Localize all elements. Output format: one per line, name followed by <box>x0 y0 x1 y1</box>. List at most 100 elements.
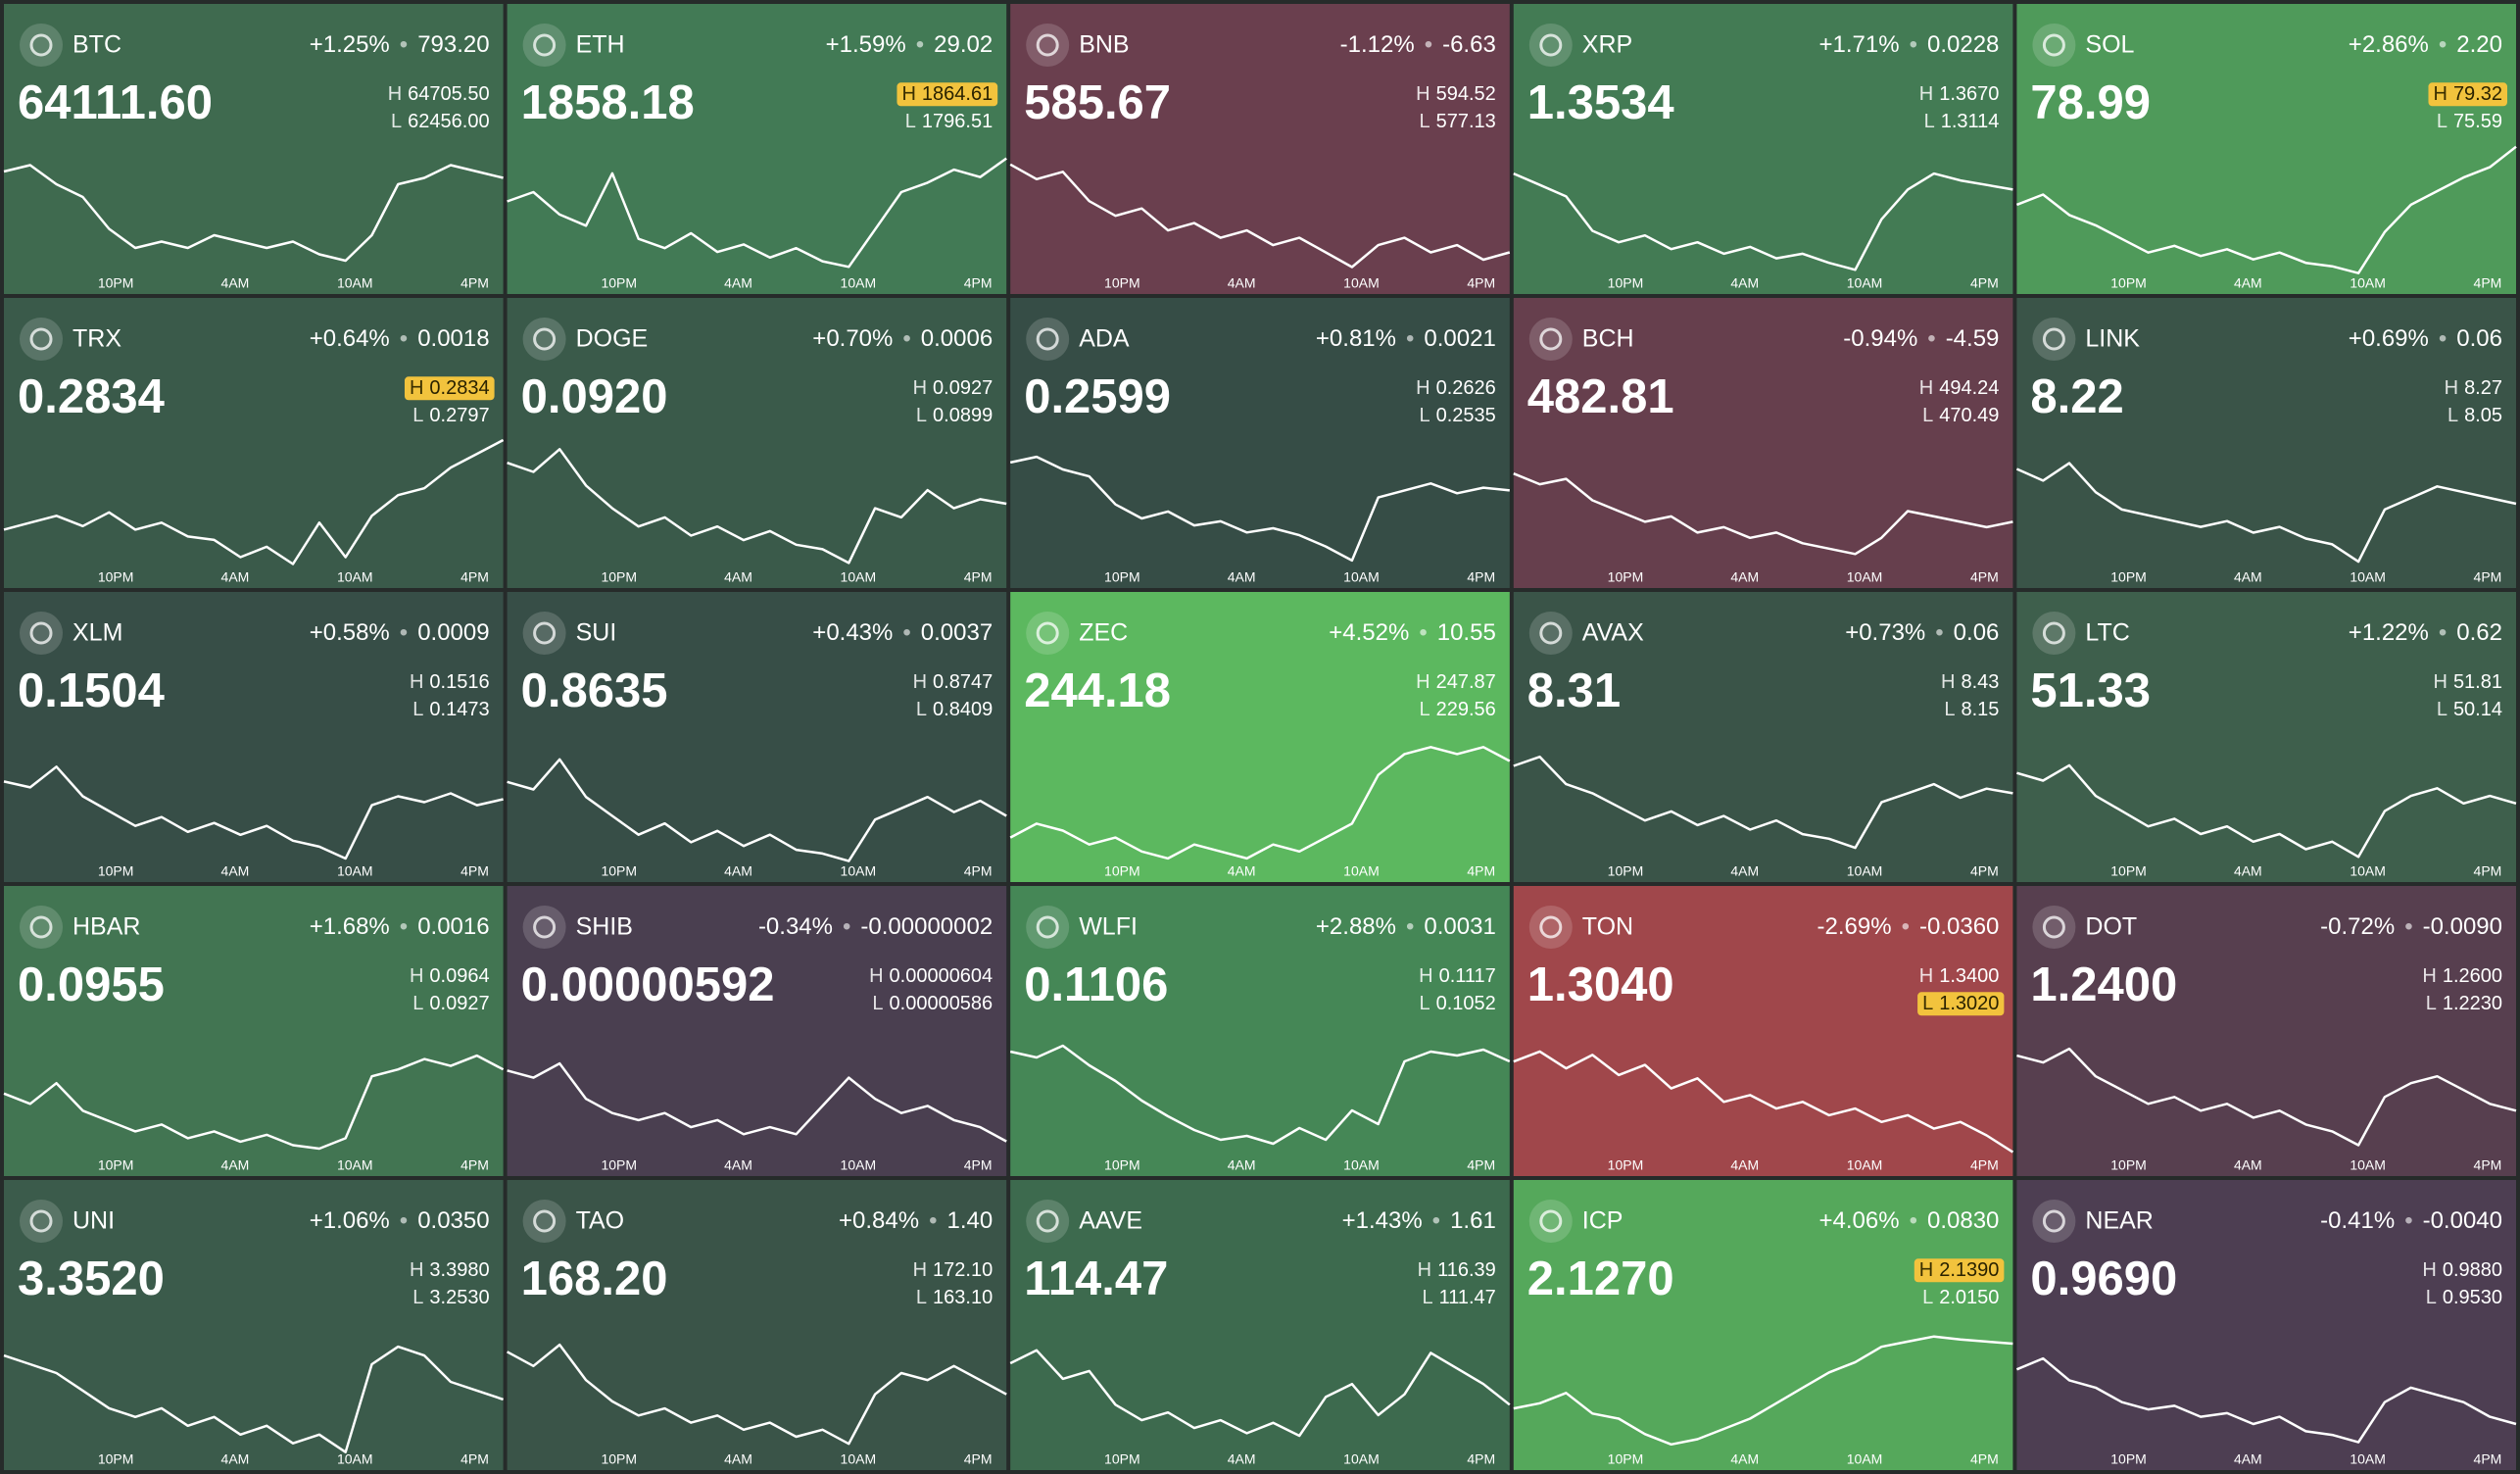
change: -2.69% • -0.0360 <box>1817 913 2000 940</box>
high-label: H <box>913 377 927 399</box>
sparkline <box>3 765 504 860</box>
low-row: L 163.10 <box>916 1287 993 1308</box>
coin-icon <box>522 1200 566 1243</box>
change-absolute: 1.61 <box>1450 1207 1496 1234</box>
ticker-tile[interactable]: BTC +1.25% • 793.20 64111.60 H 64705.50 L 62456.… <box>3 4 504 294</box>
ticker-tile[interactable]: BNB -1.12% • -6.63 585.67 H 594.52 L 577.13 10PM 4… <box>1009 4 1511 294</box>
time-label: 4PM <box>964 275 993 291</box>
ticker-tile[interactable]: BCH -0.94% • -4.59 482.81 H 494.24 L 470.49 10PM 4… <box>1513 298 2013 588</box>
ticker-tile[interactable]: ZEC +4.52% • 10.55 244.18 H 247.87 L 229.56 10PM 4… <box>1009 592 1511 882</box>
change-absolute: 10.55 <box>1437 619 1496 646</box>
time-label: 4AM <box>1228 1451 1256 1467</box>
price: 8.22 <box>2030 370 2123 423</box>
coin-icon-glyph <box>533 1209 557 1233</box>
change-percent: -0.41% <box>2320 1207 2395 1234</box>
separator: • <box>1406 325 1414 352</box>
change-percent: +0.43% <box>812 619 893 646</box>
time-label: 4AM <box>1730 1157 1759 1173</box>
high-value: 8.27 <box>2464 377 2502 399</box>
ticker-tile[interactable]: TON -2.69% • -0.0360 1.3040 H 1.3400 L 1.3020 10P… <box>1513 886 2014 1176</box>
low-value: 111.47 <box>1439 1287 1496 1308</box>
ticker-tile[interactable]: SUI +0.43% • 0.0037 0.8635 H 0.8747 L 0.8409 10PM… <box>507 592 1007 882</box>
ticker-tile[interactable]: LINK +0.69% • 0.06 8.22 H 8.27 L 8.05 10PM 4AM 10AM… <box>2015 298 2517 588</box>
high-row: H 3.3980 <box>410 1259 490 1281</box>
ticker-tile[interactable]: ICP +4.06% • 0.0830 2.1270 H 2.1390 L 2.0150 10PM… <box>1513 1180 2013 1470</box>
ticker-tile[interactable]: LTC +1.22% • 0.62 51.33 H 51.81 L 50.14 10PM 4AM 10… <box>2016 592 2517 882</box>
ticker-tile[interactable]: AVAX +0.73% • 0.06 8.31 H 8.43 L 8.15 10PM 4AM 10AM… <box>1513 592 2013 882</box>
ticker-tile[interactable]: TAO +0.84% • 1.40 168.20 H 172.10 L 163.10 10PM 4A… <box>507 1180 1007 1470</box>
high-value: 1.2600 <box>2443 965 2502 987</box>
separator: • <box>1910 31 1917 58</box>
sparkline <box>507 1343 1007 1446</box>
low-label: L <box>391 111 402 132</box>
sparkline <box>1513 1335 2013 1447</box>
separator: • <box>1425 31 1432 58</box>
ticker-tile[interactable]: HBAR +1.68% • 0.0016 0.0955 H 0.0964 L 0.0927 10P… <box>3 886 505 1176</box>
ticker-tile[interactable]: UNI +1.06% • 0.0350 3.3520 H 3.3980 L 3.2530 10PM… <box>3 1180 504 1470</box>
time-label: 4PM <box>1970 863 1999 879</box>
low-badge <box>1917 992 2005 1016</box>
ticker-tile[interactable]: SHIB -0.34% • -0.00000002 0.00000592 H 0.00000… <box>507 886 1007 1176</box>
symbol: ZEC <box>1079 619 1128 647</box>
change-percent: +1.22% <box>2349 619 2429 646</box>
ticker-tile[interactable]: XLM +0.58% • 0.0009 0.1504 H 0.1516 L 0.1473 10PM… <box>3 592 504 882</box>
change: +2.86% • 2.20 <box>2349 31 2502 58</box>
low-row: L 111.47 <box>1422 1287 1495 1308</box>
time-label: 4PM <box>964 1157 993 1173</box>
change-absolute: 0.0009 <box>417 619 489 646</box>
high-label: H <box>2445 377 2458 399</box>
coin-icon <box>2032 1200 2076 1243</box>
change-absolute: 0.0031 <box>1424 913 1495 940</box>
price: 0.1504 <box>18 664 165 717</box>
coin-icon <box>2032 318 2076 361</box>
sparkline <box>1513 172 2013 271</box>
low-value: 577.13 <box>1436 111 1496 132</box>
time-label: 10PM <box>601 569 637 585</box>
high-value: 0.00000604 <box>890 965 993 987</box>
time-label: 4PM <box>460 569 489 585</box>
change-percent: -0.34% <box>758 913 833 940</box>
ticker-tile[interactable]: DOT -0.72% • -0.0090 1.2400 H 1.2600 L 1.2230 10P… <box>2016 886 2517 1176</box>
high-value: 51.81 <box>2453 671 2502 693</box>
time-label: 4AM <box>221 569 250 585</box>
time-label: 10AM <box>2350 569 2386 585</box>
low-row: L 3.2530 <box>412 1287 489 1308</box>
high-value: 1.3670 <box>1939 83 1999 105</box>
high-label: H <box>1919 83 1933 105</box>
symbol: WLFI <box>1079 913 1138 941</box>
low-label: L <box>1944 699 1955 720</box>
price: 2.1270 <box>1527 1253 1674 1305</box>
ticker-tile[interactable]: DOGE +0.70% • 0.0006 0.0920 H 0.0927 L 0.0899 10P… <box>507 298 1007 588</box>
tile-background <box>1513 592 2013 882</box>
change: -0.41% • -0.0040 <box>2320 1207 2502 1234</box>
ticker-tile[interactable]: WLFI +2.88% • 0.0031 0.1106 H 0.1117 L 0.1052 10P… <box>1009 886 1511 1176</box>
low-value: 1.3114 <box>1941 111 2000 132</box>
time-label: 4PM <box>1467 569 1495 585</box>
low-value: 8.05 <box>2464 405 2502 426</box>
time-label: 10AM <box>841 569 877 585</box>
ticker-tile[interactable]: ADA +0.81% • 0.0021 0.2599 H 0.2626 L 0.2535 10PM… <box>1009 298 1510 588</box>
low-value: 1.2230 <box>2443 993 2502 1014</box>
change: +1.25% • 793.20 <box>310 31 490 58</box>
time-label: 10PM <box>1608 275 1644 291</box>
symbol: TRX <box>73 325 121 353</box>
price: 8.31 <box>1527 664 1621 717</box>
symbol: HBAR <box>73 913 140 941</box>
tile-background <box>1010 592 1510 882</box>
ticker-tile[interactable]: NEAR -0.41% • -0.0040 0.9690 H 0.9880 L 0.9530 10… <box>2015 1180 2517 1470</box>
ticker-tile[interactable]: AAVE +1.43% • 1.61 114.47 H 116.39L 111.47 10PM 4… <box>1009 1180 1511 1470</box>
change-absolute: 0.0016 <box>417 913 489 940</box>
coin-icon-glyph <box>533 621 557 645</box>
ticker-tile[interactable]: ETH +1.59% • 29.02 1858.18 H 1864.61 L 1796.51 10… <box>507 4 1007 294</box>
price: 0.0955 <box>18 958 165 1011</box>
low-value: 62456.00 <box>408 111 489 132</box>
coin-icon <box>2032 906 2076 949</box>
time-label: 4PM <box>1970 275 1999 291</box>
ticker-tile[interactable]: TRX +0.64% • 0.0018 0.2834 H 0.2834 L 0.2797 10PM… <box>3 298 505 588</box>
time-label: 10PM <box>601 1157 637 1173</box>
ticker-tile[interactable]: SOL +2.86% • 2.20 78.99 H 79.32 L 75.59 10PM 4AM 10… <box>2015 4 2517 294</box>
coin-icon-glyph <box>29 1209 53 1233</box>
coin-icon <box>20 24 63 67</box>
change-percent: -0.94% <box>1843 325 1917 352</box>
